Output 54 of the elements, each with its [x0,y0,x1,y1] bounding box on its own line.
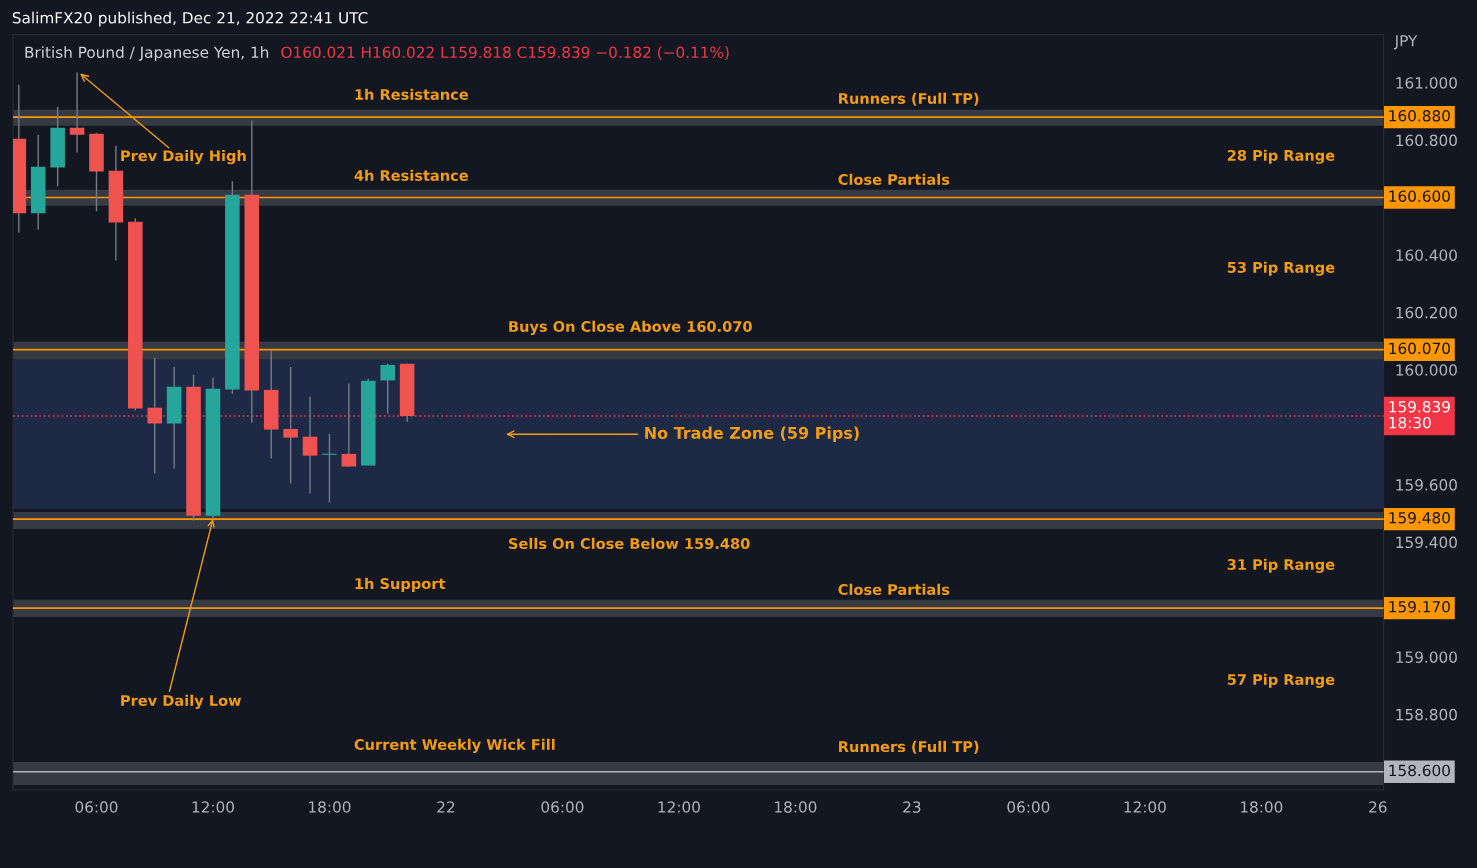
candlestick [380,363,395,415]
y-tick-label: 159.000 [1396,651,1457,663]
annotation: Close Partials [838,583,950,596]
text: British Pound / Japanese Yen, 1h [25,46,269,61]
x-tick-label: 23 [903,801,921,813]
y-tick-label: 160.200 [1396,306,1457,319]
x-tick-label: 06:00 [75,801,118,813]
x-tick-label: 26 [1369,801,1387,813]
ref-line-label: 159.480 [1389,511,1450,524]
annotation: 57 Pip Range [1227,673,1335,688]
annotation: 1h Support [355,577,446,592]
x-tick-label: 18:00 [309,801,351,813]
ref-line-label: 159.839 18:30 [1389,400,1450,429]
text: O160.021 H160.022 L159.818 C159.839 −0.182 (−0.11%) [281,46,729,60]
y-tick-label: 161.000 [1396,77,1457,89]
annotation: 28 Pip Range [1227,149,1335,164]
band-label: No Trade Zone (59 Pips) [645,426,859,442]
annotation: Close Partials [838,173,950,185]
candlestick [341,383,357,468]
ref-line-label: 160.880 [1389,110,1450,122]
x-tick-label: 22 [437,801,455,813]
y-tick-label: 160.000 [1396,364,1457,376]
annotation: 4h Resistance [354,169,468,181]
annotation: Current Weekly Wick Fill [354,738,555,753]
annotation: Prev Daily High [121,149,246,165]
y-tick-label: 158.800 [1396,708,1457,721]
annotation: Buys On Close Above 160.070 [509,320,752,335]
ref-line-label: 160.600 [1389,190,1450,202]
text: SalimFX20 published, Dec 21, 2022 22:41 UTC [12,11,368,27]
x-tick-label: 18:00 [775,801,817,813]
annotation: 53 Pip Range [1227,261,1335,276]
x-tick-label: 06:00 [1007,801,1050,813]
y-tick-label: 160.800 [1396,134,1457,147]
ref-line-label: 158.600 [1389,764,1450,777]
ref-line-label: 160.070 [1389,342,1450,355]
annotation: Prev Daily Low [121,694,242,709]
annotation: Runners (Full TP) [839,740,979,754]
annotation: Runners (Full TP) [839,92,979,106]
candlestick [147,357,162,475]
y-tick-label: 159.400 [1396,536,1457,549]
x-tick-label: 06:00 [541,801,584,813]
annotation: Sells On Close Below 159.480 [508,537,750,550]
x-tick-label: 12:00 [658,801,700,813]
x-tick-label: 12:00 [1124,801,1166,813]
annotation: 1h Resistance [355,88,468,100]
ref-line-label: 159.170 [1389,601,1450,613]
y-axis-title: JPY [1393,35,1418,50]
x-tick-label: 12:00 [192,801,234,813]
x-tick-label: 18:00 [1241,801,1283,813]
annotation: 31 Pip Range [1227,558,1335,573]
candlestick [302,396,318,495]
y-tick-label: 160.400 [1396,249,1457,261]
candlestick [283,366,298,485]
y-tick-label: 159.600 [1396,479,1457,491]
